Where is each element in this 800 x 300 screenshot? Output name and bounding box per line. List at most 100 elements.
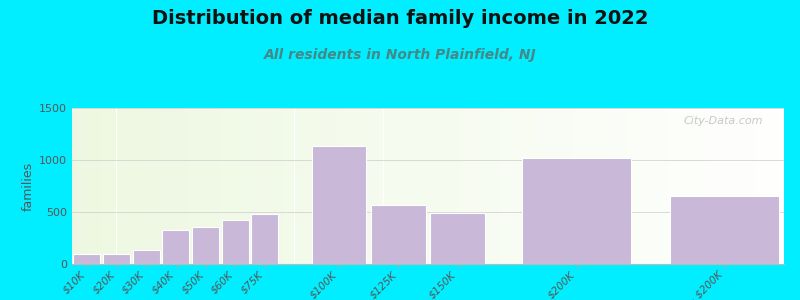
- Bar: [369, 108, 372, 264]
- Bar: [754, 108, 758, 264]
- Bar: [298, 108, 302, 264]
- Bar: [358, 108, 362, 264]
- Bar: [750, 108, 754, 264]
- Bar: [710, 108, 714, 264]
- Bar: [662, 108, 666, 264]
- Bar: [362, 108, 365, 264]
- Bar: [473, 108, 476, 264]
- Bar: [421, 108, 424, 264]
- Bar: [287, 108, 290, 264]
- Bar: [192, 226, 219, 264]
- Bar: [658, 108, 662, 264]
- Bar: [371, 205, 426, 264]
- Bar: [350, 108, 354, 264]
- Bar: [109, 108, 113, 264]
- Bar: [372, 108, 376, 264]
- Text: City-Data.com: City-Data.com: [683, 116, 762, 126]
- Bar: [517, 108, 521, 264]
- Text: All residents in North Plainfield, NJ: All residents in North Plainfield, NJ: [264, 48, 536, 62]
- Bar: [562, 108, 566, 264]
- Bar: [522, 158, 631, 264]
- Bar: [72, 108, 76, 264]
- Bar: [376, 108, 380, 264]
- Bar: [328, 108, 331, 264]
- Bar: [788, 108, 791, 264]
- Bar: [506, 108, 510, 264]
- Bar: [339, 108, 342, 264]
- Bar: [576, 108, 580, 264]
- Bar: [79, 108, 83, 264]
- Bar: [280, 108, 283, 264]
- Bar: [525, 108, 528, 264]
- Bar: [435, 108, 439, 264]
- Bar: [331, 108, 335, 264]
- Bar: [131, 108, 135, 264]
- Bar: [521, 108, 525, 264]
- Bar: [677, 108, 680, 264]
- Bar: [430, 213, 485, 264]
- Bar: [580, 108, 584, 264]
- Bar: [636, 108, 639, 264]
- Bar: [614, 108, 617, 264]
- Bar: [654, 108, 658, 264]
- Bar: [428, 108, 432, 264]
- Bar: [595, 108, 598, 264]
- Bar: [283, 108, 287, 264]
- Bar: [773, 108, 777, 264]
- Bar: [465, 108, 469, 264]
- Bar: [146, 108, 150, 264]
- Bar: [224, 108, 228, 264]
- Bar: [128, 108, 131, 264]
- Bar: [269, 108, 272, 264]
- Bar: [606, 108, 610, 264]
- Bar: [747, 108, 750, 264]
- Y-axis label: families: families: [22, 161, 35, 211]
- Bar: [554, 108, 558, 264]
- Bar: [198, 108, 202, 264]
- Bar: [566, 108, 569, 264]
- Bar: [725, 108, 728, 264]
- Bar: [176, 108, 179, 264]
- Bar: [413, 108, 417, 264]
- Bar: [639, 108, 643, 264]
- Bar: [210, 108, 213, 264]
- Bar: [124, 108, 128, 264]
- Bar: [602, 108, 606, 264]
- Bar: [780, 108, 784, 264]
- Bar: [162, 230, 190, 264]
- Bar: [250, 108, 254, 264]
- Bar: [791, 108, 795, 264]
- Bar: [402, 108, 406, 264]
- Bar: [777, 108, 780, 264]
- Bar: [728, 108, 732, 264]
- Bar: [691, 108, 695, 264]
- Bar: [532, 108, 535, 264]
- Bar: [228, 108, 231, 264]
- Bar: [354, 108, 358, 264]
- Bar: [335, 108, 339, 264]
- Bar: [310, 108, 313, 264]
- Bar: [450, 108, 454, 264]
- Bar: [573, 108, 576, 264]
- Bar: [543, 108, 546, 264]
- Bar: [732, 108, 736, 264]
- Bar: [666, 108, 669, 264]
- Bar: [169, 108, 172, 264]
- Bar: [380, 108, 383, 264]
- Bar: [480, 108, 484, 264]
- Bar: [217, 108, 220, 264]
- Bar: [398, 108, 402, 264]
- Bar: [261, 108, 265, 264]
- Bar: [321, 108, 324, 264]
- Bar: [650, 108, 654, 264]
- Bar: [587, 108, 591, 264]
- Bar: [584, 108, 587, 264]
- Bar: [769, 108, 773, 264]
- Bar: [158, 108, 161, 264]
- Bar: [714, 108, 718, 264]
- Bar: [458, 108, 462, 264]
- Bar: [202, 108, 206, 264]
- Bar: [251, 214, 278, 264]
- Bar: [706, 108, 710, 264]
- Bar: [365, 108, 369, 264]
